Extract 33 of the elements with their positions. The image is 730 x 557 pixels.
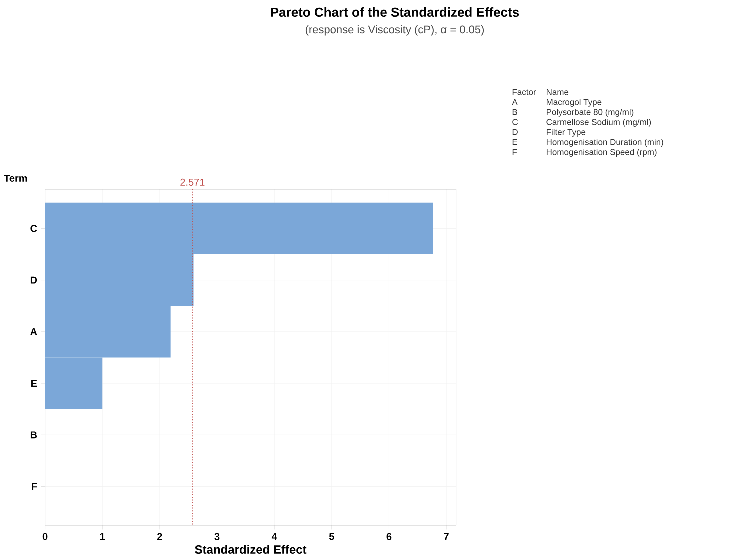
x-tick-label: 5 [329, 533, 334, 540]
x-tick-label: 1 [100, 533, 106, 540]
text: E [512, 139, 518, 146]
y-tick-label: B [30, 432, 38, 438]
ref-line-label: 2.571 [180, 178, 205, 186]
y-tick-label: E [32, 380, 38, 387]
x-tick-label: 3 [214, 533, 220, 540]
text: Macrogol Type [546, 98, 602, 107]
y-tick-label: A [30, 328, 38, 336]
text: D [512, 129, 518, 136]
text: Carmellose Sodium (mg/ml) [546, 118, 652, 127]
text: F [512, 149, 518, 156]
y-axis-title: Term [4, 174, 28, 182]
x-tick-label: 4 [272, 533, 278, 540]
text: C [512, 119, 518, 126]
y-tick-label: D [30, 276, 38, 284]
x-axis-title: Standardized Effect [195, 545, 307, 554]
x-tick-label: 2 [158, 533, 162, 540]
text: Homogenisation Speed (rpm) [546, 148, 657, 157]
text: Homogenisation Duration (min) [546, 138, 664, 147]
text: Filter Type [546, 128, 586, 137]
x-tick-label: 6 [386, 533, 392, 540]
text: Factor [512, 89, 536, 96]
chart-subtitle: (response is Viscosity (cP), α = 0.05) [306, 25, 484, 36]
text: B [512, 109, 518, 116]
x-tick-label: 7 [444, 533, 449, 540]
y-tick-label: C [30, 225, 38, 232]
text: A [512, 99, 518, 106]
text: Polysorbate 80 (mg/ml) [546, 108, 634, 117]
y-tick-label: F [32, 483, 38, 490]
chart-title: Pareto Chart of the Standardized Effects [271, 7, 520, 17]
text: Name [546, 89, 569, 96]
x-tick-label: 0 [42, 533, 48, 540]
